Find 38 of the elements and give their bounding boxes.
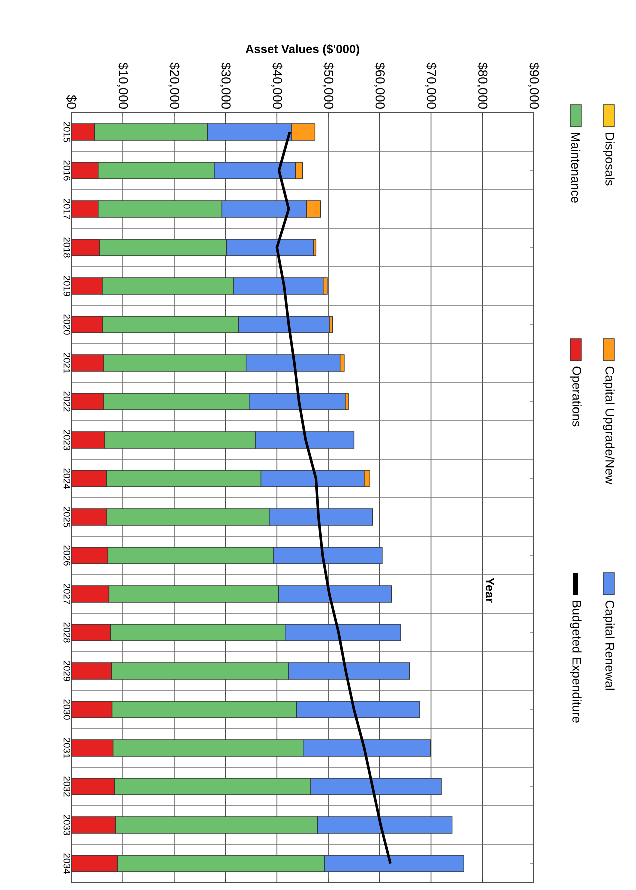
x-tick-label: $50,000 [322, 62, 334, 109]
y-tick-label: 2025 [64, 507, 71, 528]
x-tick-label: $40,000 [272, 62, 283, 109]
x-tick-label: $0 [66, 95, 77, 109]
legend-label: Maintenance [571, 133, 581, 203]
y-tick-label: 2034 [64, 854, 71, 874]
legend-label: Disposals [603, 133, 615, 186]
y-tick-label: 2023 [64, 430, 71, 450]
x-axis-title: Asset Values ($'000) [246, 44, 360, 56]
y-tick-label: 2021 [64, 353, 71, 374]
y-tick-label: 2018 [64, 238, 71, 258]
y-tick-label: 2016 [64, 160, 71, 181]
y-tick-label: 2015 [64, 122, 71, 142]
y-tick-label: 2029 [64, 661, 71, 682]
y-tick-label: 2020 [64, 314, 71, 335]
y-axis-title: Year [486, 578, 494, 603]
x-tick-label: $20,000 [168, 62, 180, 109]
y-tick-label: 2027 [64, 584, 71, 604]
legend-label: Budgeted Expenditure [570, 601, 582, 723]
legend-label: Operations [570, 366, 582, 427]
y-tick-label: 2022 [64, 392, 71, 412]
y-tick-label: 2028 [64, 622, 71, 643]
legend-label: Capital Upgrade/New [603, 366, 615, 485]
x-tick-label: $90,000 [528, 62, 540, 109]
y-tick-label: 2019 [64, 276, 71, 296]
y-tick-label: 2030 [64, 700, 71, 720]
x-tick-label: $80,000 [477, 62, 488, 109]
y-tick-label: 2032 [64, 776, 71, 797]
y-tick-label: 2033 [64, 815, 71, 836]
legend-label: Capital Renewal [603, 600, 615, 690]
y-tick-label: 2031 [64, 738, 71, 758]
x-tick-label: $10,000 [117, 62, 129, 109]
y-tick-label: 2026 [64, 546, 71, 566]
y-tick-label: 2024 [64, 468, 71, 489]
x-tick-label: $70,000 [426, 62, 437, 109]
x-tick-label: $60,000 [374, 62, 386, 109]
y-tick-label: 2017 [64, 199, 71, 220]
x-tick-label: $30,000 [220, 62, 232, 109]
